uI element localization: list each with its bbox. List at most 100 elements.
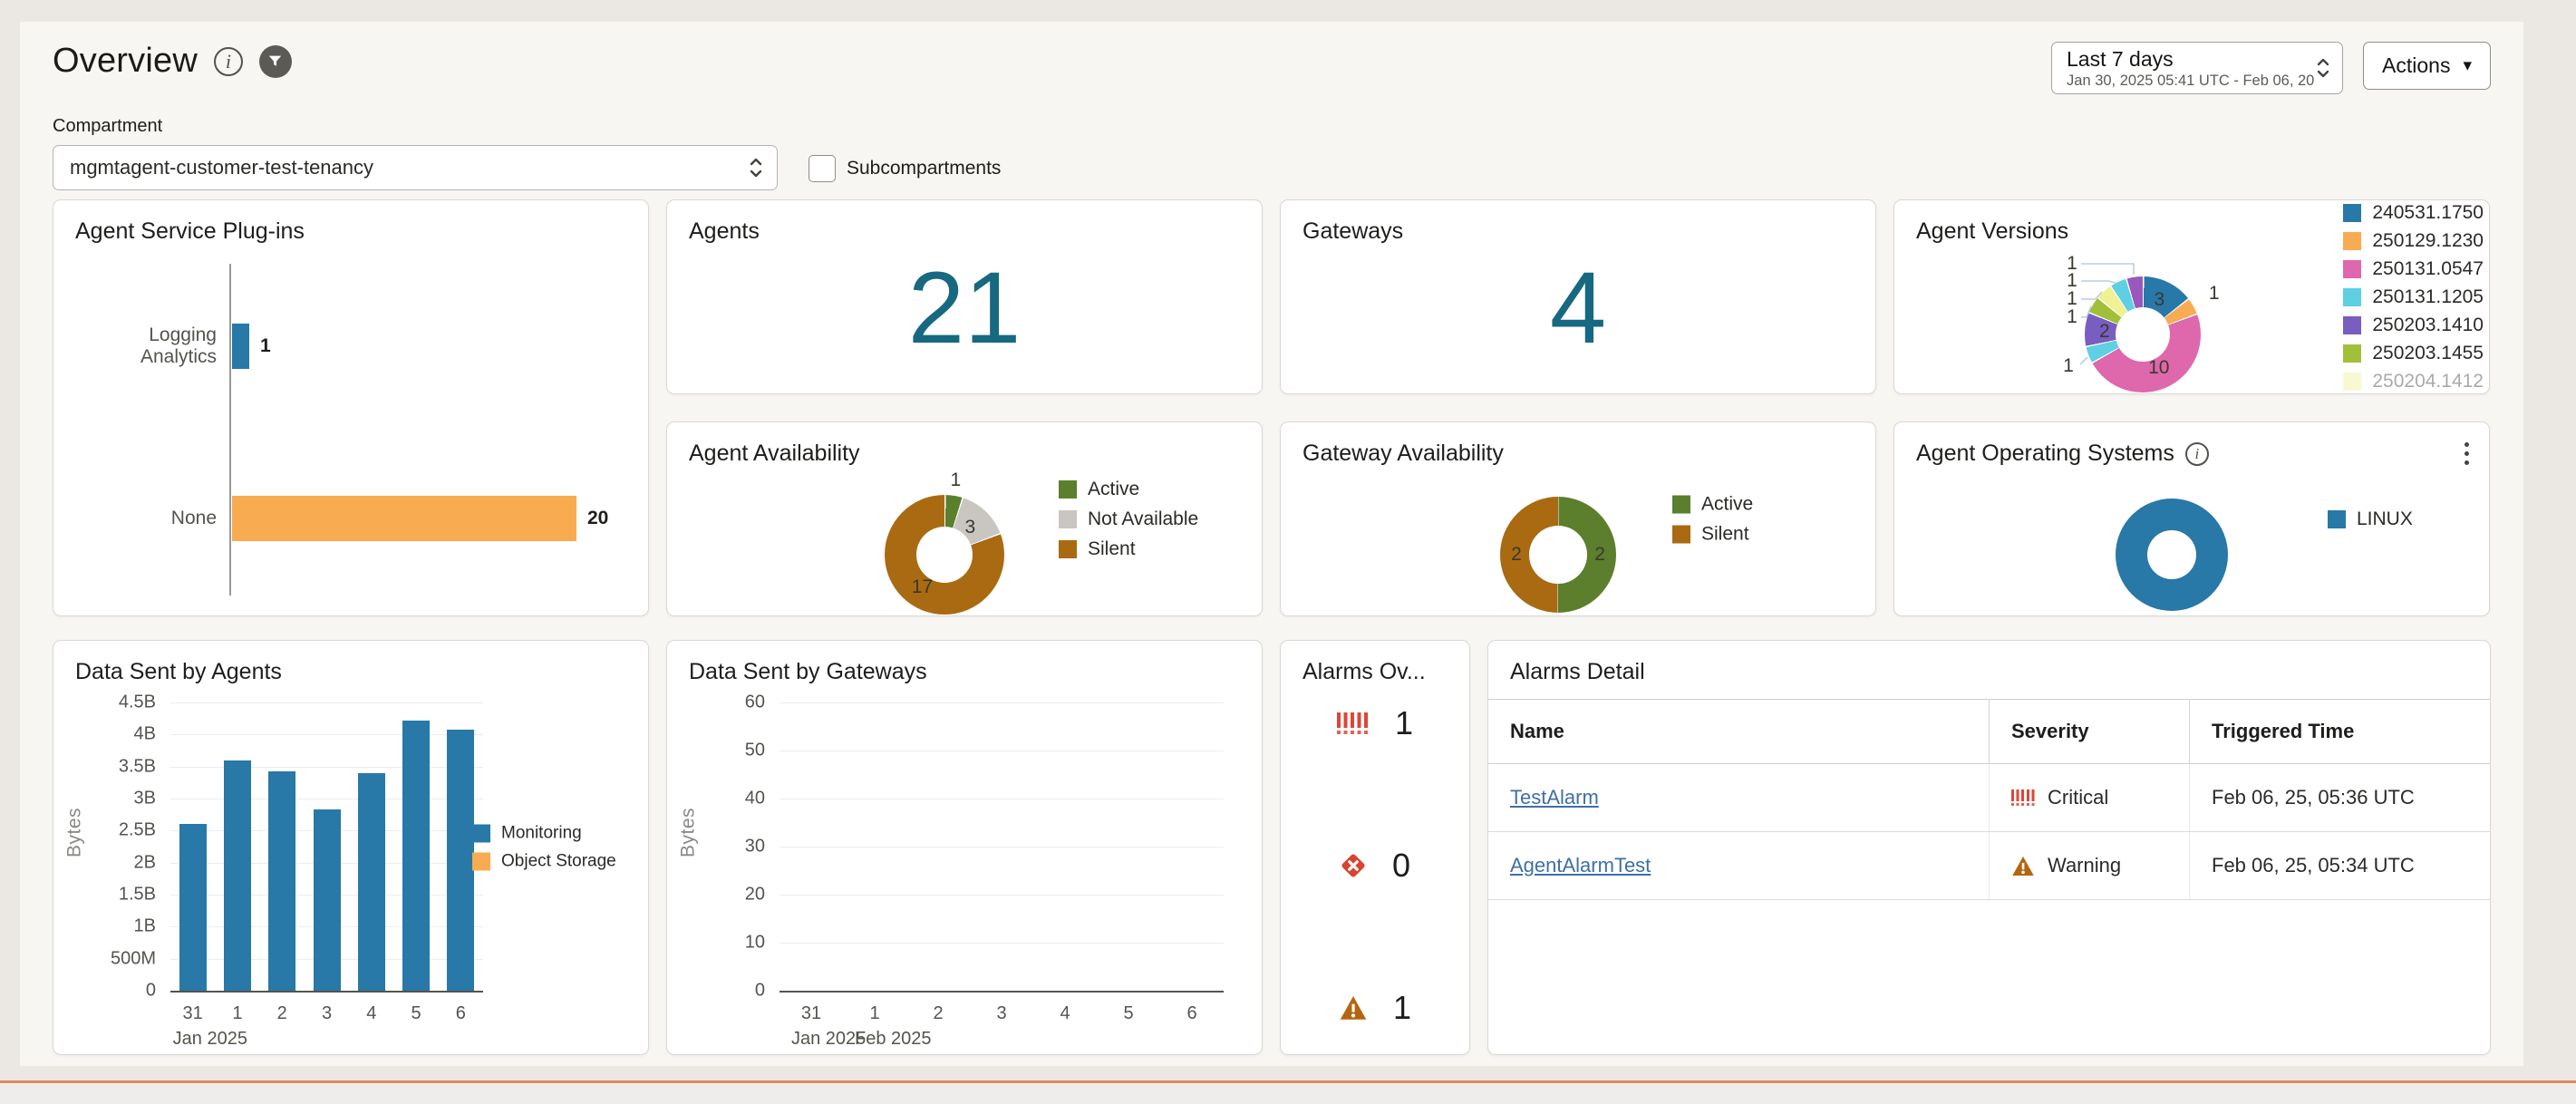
y-tick-label: 0 [145, 980, 156, 1001]
time-range-picker[interactable]: Last 7 days Jan 30, 2025 05:41 UTC - Feb… [2051, 42, 2344, 94]
y-tick-label: 40 [744, 788, 765, 809]
compartment-select[interactable]: mgmtagent-customer-test-tenancy [53, 145, 778, 190]
bar[interactable] [313, 809, 341, 991]
window-footer-strip [0, 1083, 2576, 1104]
gateway-availability-donut-ring[interactable] [1500, 497, 1616, 613]
critical-severity-icon [2011, 789, 2035, 806]
card-alarms-detail-title: Alarms Detail [1510, 659, 1645, 684]
dashboard-grid: Agents 21 Gateways 4 Agent Versions 3 1 10… [53, 199, 2491, 616]
severity-text: Warning [2048, 854, 2122, 876]
time-range-label: Last 7 days [2067, 46, 2174, 71]
bar[interactable] [447, 730, 475, 991]
filter-row: Compartment mgmtagent-customer-test-tena… [53, 114, 2491, 190]
y-tick-label: 0 [754, 980, 765, 1001]
subcompartments-label: Subcompartments [847, 158, 1002, 179]
legend-label: Object Storage [501, 851, 616, 871]
alarm-name-link[interactable]: AgentAlarmTest [1510, 854, 1651, 876]
y-tick-label: 10 [744, 932, 765, 953]
slice-value-label: 1 [2067, 288, 2077, 309]
card-alarms-overview-title: Alarms Ov... [1303, 659, 1426, 684]
subcompartments-checkbox[interactable] [809, 155, 836, 182]
bar[interactable] [268, 771, 296, 991]
warning-severity-icon [2011, 856, 2035, 876]
bar[interactable] [223, 760, 251, 991]
agents-count: 21 [907, 251, 1022, 365]
bar[interactable] [402, 720, 431, 991]
bar[interactable] [232, 324, 249, 369]
overview-page: Overview i Last 7 days Jan 30, 2025 05:4… [20, 22, 2523, 1066]
column-header-severity[interactable]: Severity [1989, 699, 2190, 764]
legend-item[interactable]: 240531.1750 [2343, 202, 2484, 224]
agent-availability-donut-ring[interactable] [885, 495, 1004, 615]
legend-label: 250204.1412 [2372, 371, 2484, 392]
legend-label: 250131.1205 [2372, 286, 2484, 307]
alarms-detail-table: Name Severity Triggered Time TestAlarm Crit… [1488, 699, 2490, 900]
slice-value-label: 2 [2099, 320, 2110, 342]
hbar-row-logging-analytics: Logging Analytics 1 [75, 324, 626, 369]
bar[interactable] [179, 824, 207, 991]
y-tick-label: 30 [744, 836, 765, 857]
legend-item[interactable]: Silent [1672, 523, 1753, 545]
gridline [780, 943, 1224, 944]
x-axis-line [170, 991, 483, 993]
slice-value-label: 1 [2067, 253, 2077, 274]
bar[interactable] [357, 772, 385, 991]
kebab-menu-icon[interactable] [2461, 439, 2473, 469]
legend-item[interactable]: 250131.0547 [2343, 258, 2484, 280]
alarm-name-link[interactable]: TestAlarm [1510, 786, 1599, 809]
alarms-overview-list: 1 0 1 [1281, 704, 1469, 1027]
legend-item[interactable]: LINUX [2328, 508, 2413, 530]
y-tick-label: 60 [744, 692, 765, 712]
agent-operating-systems-donut-ring[interactable] [2116, 499, 2228, 611]
column-header-name[interactable]: Name [1488, 699, 1990, 764]
slice-value-label: 1 [2208, 282, 2220, 304]
legend-item[interactable]: 250204.1412 [2343, 371, 2484, 392]
card-agent-versions: Agent Versions 3 1 10 1 2 1 1 1 1 240531.1750 250… [1893, 199, 2490, 394]
legend-swatch [2343, 316, 2362, 334]
x-tick-label: 6 [1186, 1003, 1197, 1023]
error-severity-icon [1340, 852, 1367, 879]
legend-label: Active [1701, 493, 1754, 514]
info-icon[interactable]: i [213, 46, 243, 76]
y-tick-label: 4B [133, 723, 156, 744]
legend-item[interactable]: 250131.1205 [2343, 286, 2484, 308]
card-dsa-title: Data Sent by Agents [75, 659, 282, 684]
gridline [780, 895, 1224, 896]
card-agent-versions-title: Agent Versions [1916, 218, 2069, 244]
legend-label: Silent [1088, 537, 1136, 559]
y-axis-title: Bytes [63, 807, 85, 857]
legend-item[interactable]: Active [1059, 479, 1198, 500]
legend-item[interactable]: Active [1672, 493, 1753, 515]
agent-versions-donut-ring[interactable] [2085, 276, 2201, 392]
actions-button[interactable]: Actions ▾ [2363, 42, 2491, 90]
legend-label: 250203.1455 [2372, 343, 2484, 363]
subcompartments-toggle[interactable]: Subcompartments [809, 155, 1001, 182]
legend-swatch [1059, 479, 1077, 499]
legend-item[interactable]: Monitoring [472, 824, 616, 844]
legend-item[interactable]: Object Storage [472, 852, 616, 872]
legend-item[interactable]: 250203.1410 [2343, 315, 2484, 336]
compartment-label: Compartment [53, 116, 163, 136]
legend-label: Active [1088, 478, 1140, 499]
card-agent-operating-systems: Agent Operating Systems i LINUX [1893, 421, 2490, 616]
legend-item[interactable]: 250129.1230 [2343, 230, 2484, 252]
bar-value-label: 20 [587, 508, 609, 528]
legend-item[interactable]: Not Available [1059, 508, 1198, 530]
y-tick-label: 500M [110, 948, 156, 969]
column-header-triggered-time[interactable]: Triggered Time [2189, 699, 2490, 764]
y-tick-label: 1B [133, 915, 156, 936]
info-icon[interactable]: i [2184, 441, 2209, 466]
gridline [170, 766, 483, 768]
spinner-chevrons-icon[interactable] [2315, 54, 2331, 82]
bar-value-label: 1 [260, 335, 271, 356]
card-agent-availability: Agent Availability 1 3 17 Active Not Availa… [666, 421, 1263, 616]
agent-service-plugins-chart: Logging Analytics 1 None 20 [75, 258, 626, 601]
donut-hole [2146, 529, 2197, 580]
bar[interactable] [232, 496, 576, 541]
legend-item[interactable]: Silent [1059, 538, 1198, 560]
filter-icon[interactable] [258, 44, 292, 78]
legend-label: LINUX [2357, 508, 2413, 529]
x-axis-period-label: Jan 2025 [791, 1029, 867, 1049]
legend-label: 250131.0547 [2372, 258, 2484, 279]
legend-item[interactable]: 250203.1455 [2343, 343, 2484, 364]
